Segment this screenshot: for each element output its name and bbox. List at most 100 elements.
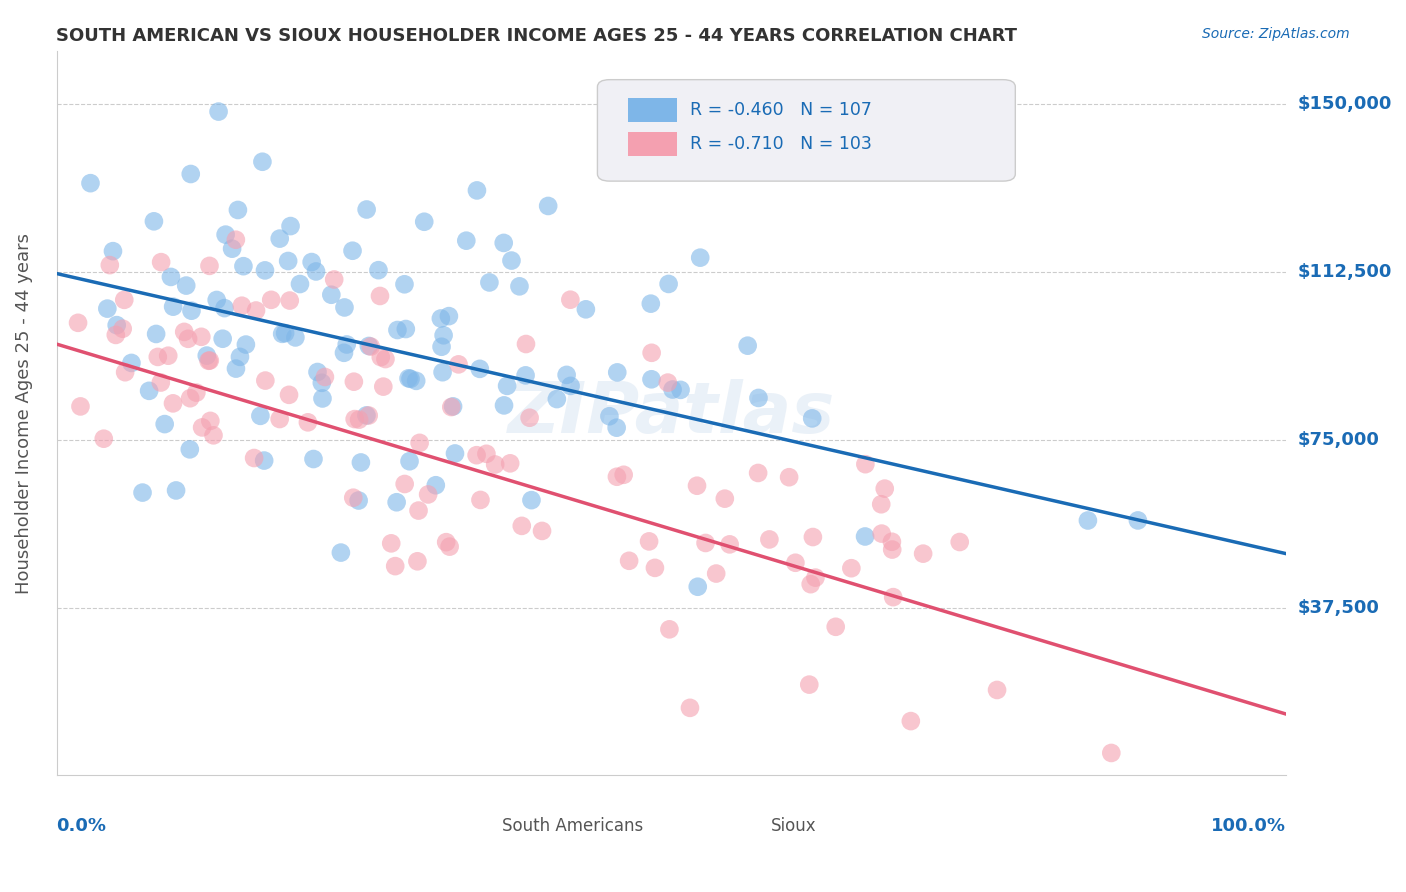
Point	[368, 289, 391, 303]
Point	[373, 379, 395, 393]
Point	[249, 409, 271, 423]
Point	[520, 493, 543, 508]
Point	[689, 251, 711, 265]
Point	[537, 199, 560, 213]
Point	[142, 214, 165, 228]
Point	[465, 183, 488, 197]
Point	[949, 535, 972, 549]
Point	[606, 365, 628, 379]
Point	[370, 350, 392, 364]
Point	[131, 485, 153, 500]
Text: $112,500: $112,500	[1298, 263, 1392, 281]
Point	[179, 442, 201, 457]
Point	[301, 255, 323, 269]
Point	[198, 259, 221, 273]
Point	[374, 352, 396, 367]
Point	[323, 272, 346, 286]
Point	[207, 104, 229, 119]
Point	[470, 492, 492, 507]
Point	[882, 590, 904, 604]
Point	[441, 400, 464, 414]
Point	[873, 482, 896, 496]
Point	[343, 412, 366, 426]
Point	[254, 374, 277, 388]
Point	[747, 466, 769, 480]
Point	[360, 339, 382, 353]
Point	[718, 537, 741, 551]
Point	[758, 533, 780, 547]
Text: SOUTH AMERICAN VS SIOUX HOUSEHOLDER INCOME AGES 25 - 44 YEARS CORRELATION CHART: SOUTH AMERICAN VS SIOUX HOUSEHOLDER INCO…	[56, 27, 1017, 45]
Point	[398, 371, 420, 385]
Point	[804, 571, 827, 585]
Point	[79, 176, 101, 190]
Text: 0.0%: 0.0%	[56, 817, 107, 835]
Point	[380, 536, 402, 550]
Point	[439, 540, 461, 554]
Point	[221, 242, 243, 256]
Point	[801, 411, 824, 425]
Point	[408, 435, 430, 450]
Point	[342, 491, 364, 505]
Point	[104, 327, 127, 342]
Point	[430, 340, 453, 354]
Point	[465, 448, 488, 462]
Point	[153, 417, 176, 431]
Text: R = -0.710   N = 103: R = -0.710 N = 103	[689, 136, 872, 153]
Point	[432, 365, 454, 379]
Point	[146, 350, 169, 364]
Point	[456, 234, 478, 248]
Point	[657, 376, 679, 390]
Point	[225, 361, 247, 376]
Point	[395, 322, 418, 336]
Point	[191, 420, 214, 434]
Point	[560, 293, 582, 307]
Point	[288, 277, 311, 291]
Point	[343, 375, 366, 389]
Point	[356, 409, 378, 423]
Point	[714, 491, 737, 506]
Point	[640, 372, 662, 386]
Point	[302, 452, 325, 467]
Point	[394, 477, 416, 491]
Point	[800, 577, 823, 591]
Point	[661, 383, 683, 397]
Point	[311, 392, 333, 406]
Point	[658, 623, 681, 637]
Text: $75,000: $75,000	[1298, 431, 1379, 449]
Point	[149, 376, 172, 390]
Point	[912, 547, 935, 561]
Text: 100.0%: 100.0%	[1211, 817, 1285, 835]
Point	[112, 293, 135, 307]
Point	[824, 620, 846, 634]
Point	[638, 534, 661, 549]
Point	[245, 303, 267, 318]
Point	[475, 447, 498, 461]
Point	[413, 215, 436, 229]
Point	[1126, 513, 1149, 527]
Point	[165, 483, 187, 498]
Point	[870, 526, 893, 541]
Point	[444, 446, 467, 460]
Point	[560, 379, 582, 393]
Point	[515, 337, 537, 351]
Point	[150, 255, 173, 269]
Text: Sioux: Sioux	[772, 817, 817, 835]
Point	[260, 293, 283, 307]
Point	[101, 244, 124, 259]
Point	[508, 279, 530, 293]
Point	[669, 383, 692, 397]
Point	[437, 309, 460, 323]
Point	[274, 326, 297, 340]
Point	[138, 384, 160, 398]
Point	[197, 353, 219, 368]
Point	[96, 301, 118, 316]
Point	[1077, 513, 1099, 527]
Point	[405, 374, 427, 388]
Point	[499, 456, 522, 470]
Point	[336, 337, 359, 351]
Point	[686, 479, 709, 493]
Point	[841, 561, 863, 575]
Point	[398, 454, 420, 468]
Point	[644, 561, 666, 575]
Point	[546, 392, 568, 406]
